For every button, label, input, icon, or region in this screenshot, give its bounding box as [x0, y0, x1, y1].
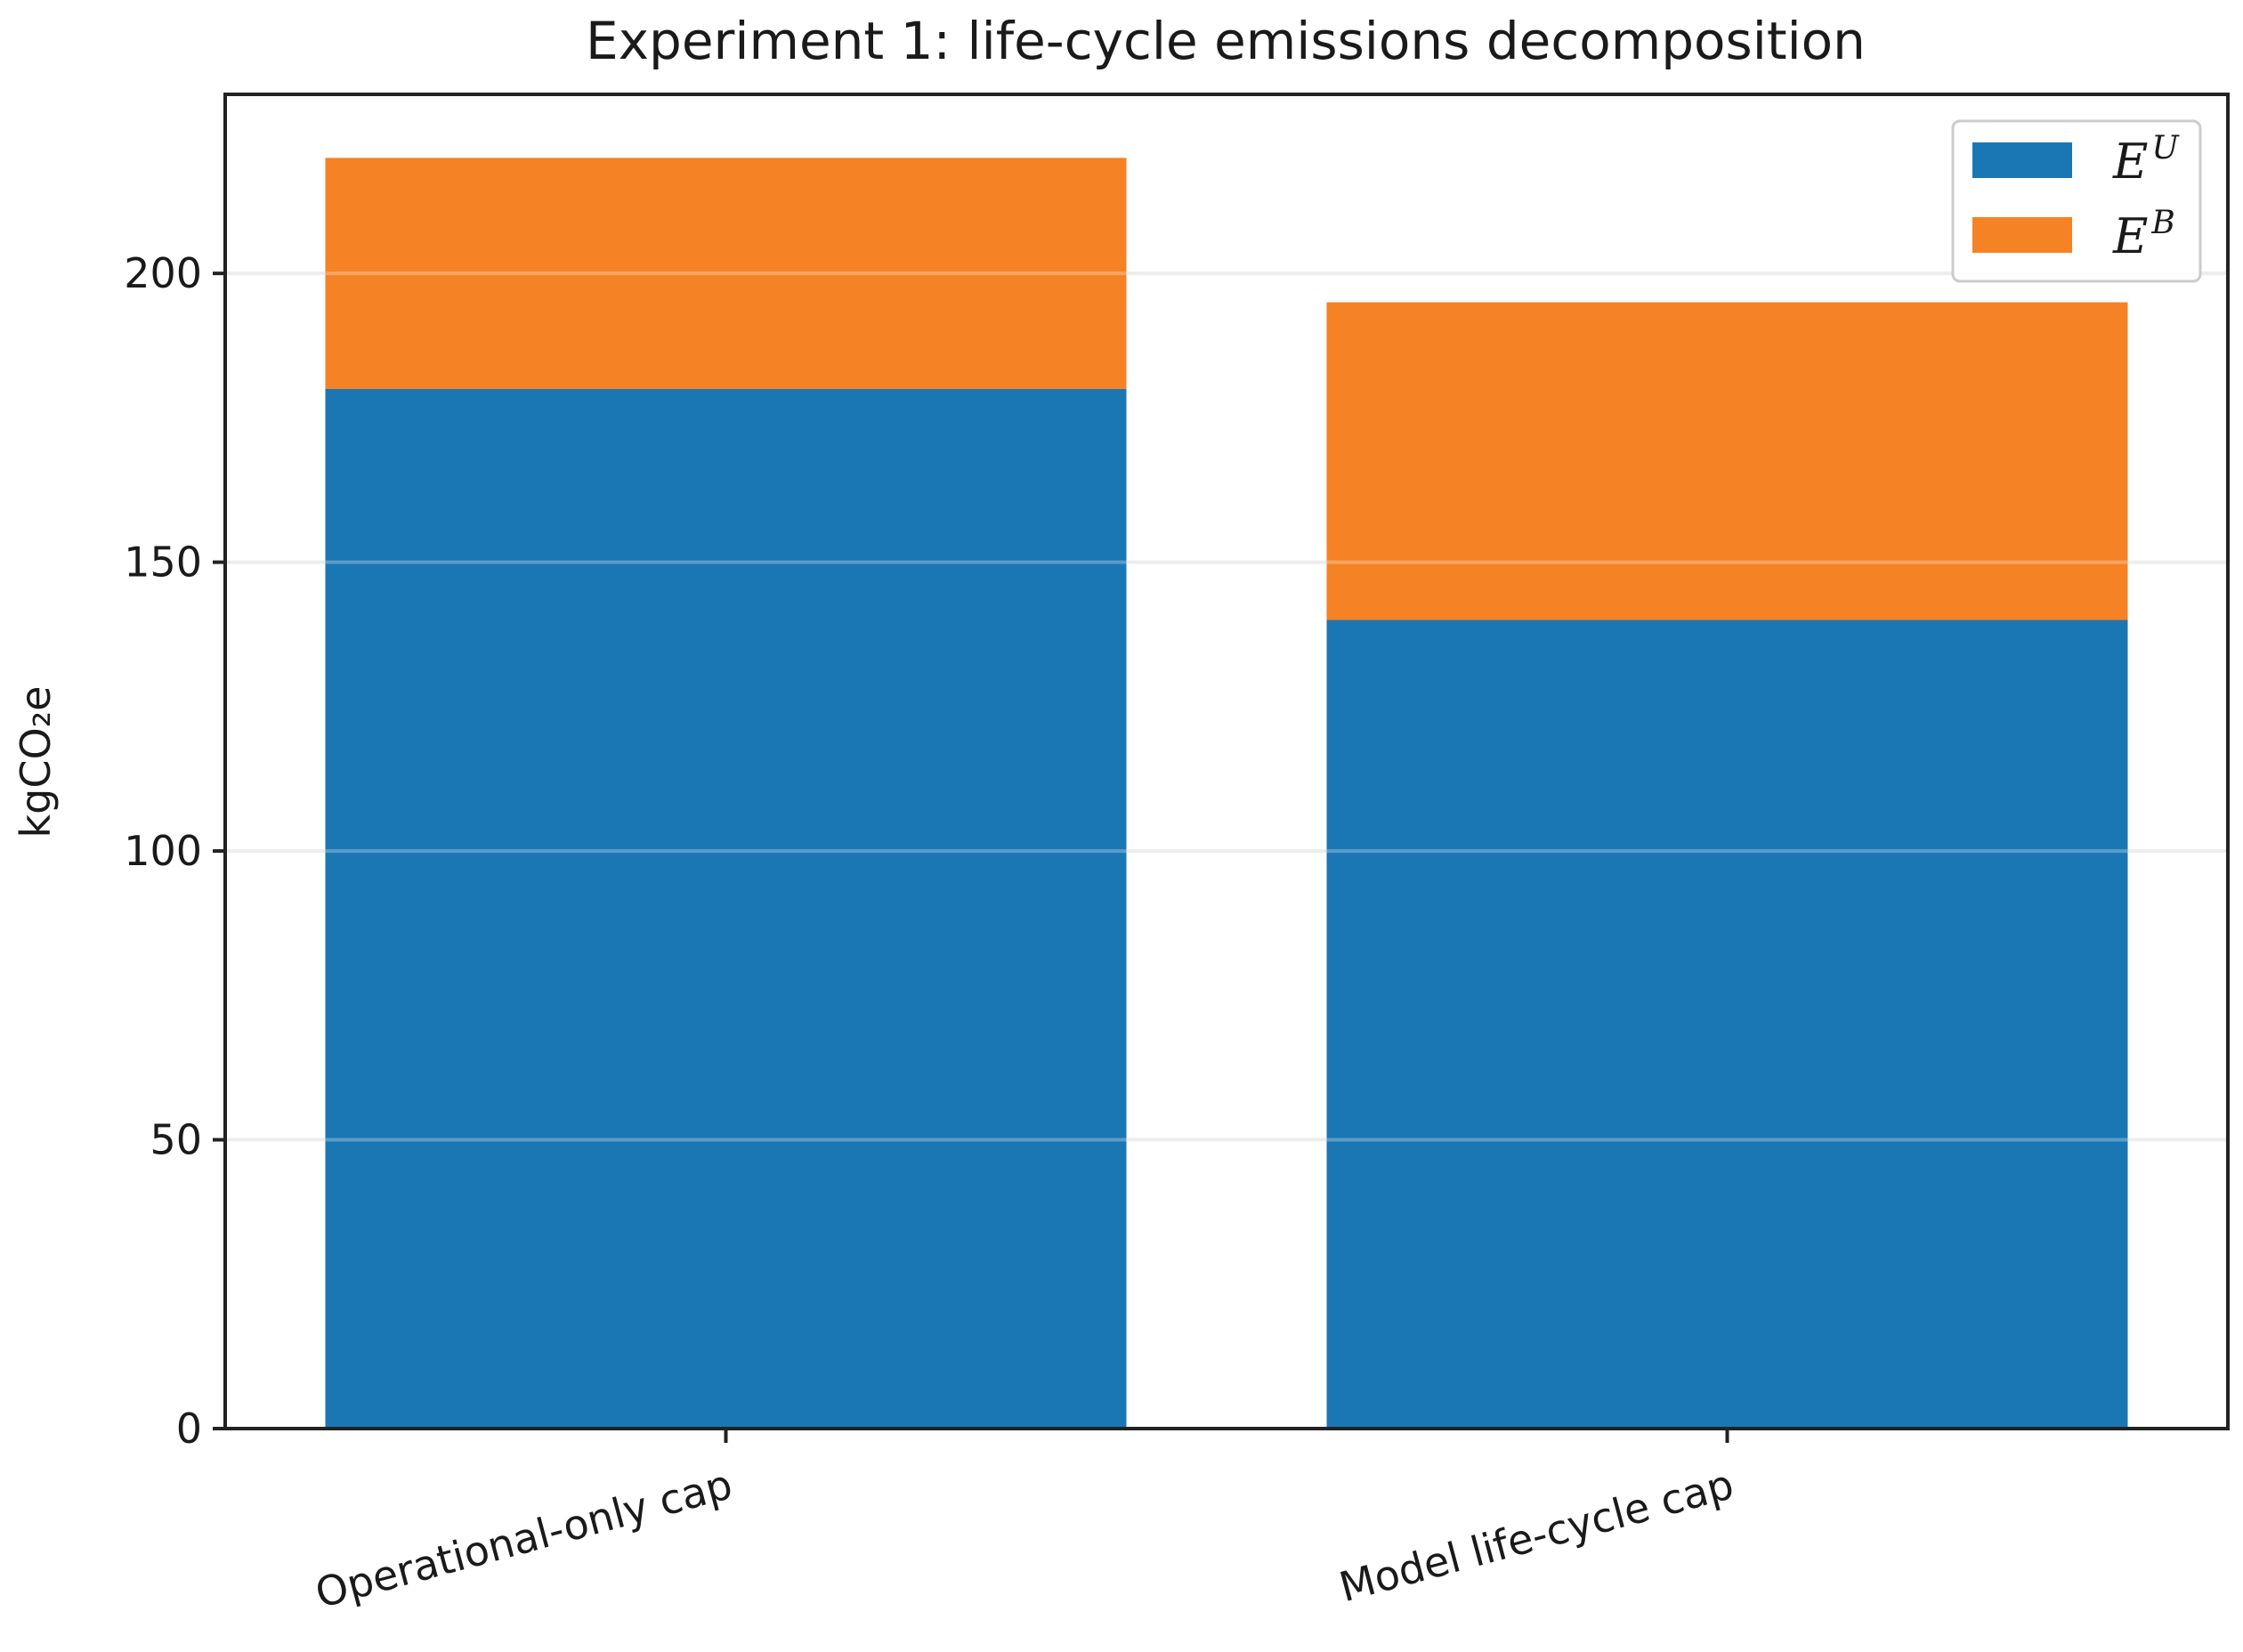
x-tick-label: Operational-only cap — [311, 1460, 738, 1617]
chart-title: Experiment 1: life-cycle emissions decom… — [586, 11, 1866, 71]
y-tick-label: 50 — [150, 1116, 202, 1164]
y-tick-label: 150 — [124, 539, 202, 587]
legend: E U E B — [1951, 119, 2202, 283]
y-tick-label: 0 — [176, 1405, 202, 1453]
y-tick-label: 200 — [124, 249, 202, 297]
bar-eb-1 — [1326, 302, 2128, 620]
y-axis-label: kgCO₂e — [12, 686, 60, 838]
bar-eb-0 — [325, 158, 1127, 389]
bar-eu-1 — [1326, 620, 2128, 1429]
x-axis: Operational-only cap Model life-cycle cap — [311, 1429, 1738, 1617]
x-tick-label: Model life-cycle cap — [1334, 1460, 1738, 1611]
bar-eu-0 — [325, 388, 1127, 1429]
legend-swatch — [1972, 142, 2072, 178]
plot-frame — [223, 93, 2230, 1430]
legend-swatch — [1972, 217, 2072, 253]
bars — [225, 158, 2228, 1429]
y-axis: 0 50 100 150 200 — [124, 249, 225, 1453]
y-tick-label: 100 — [124, 827, 202, 875]
